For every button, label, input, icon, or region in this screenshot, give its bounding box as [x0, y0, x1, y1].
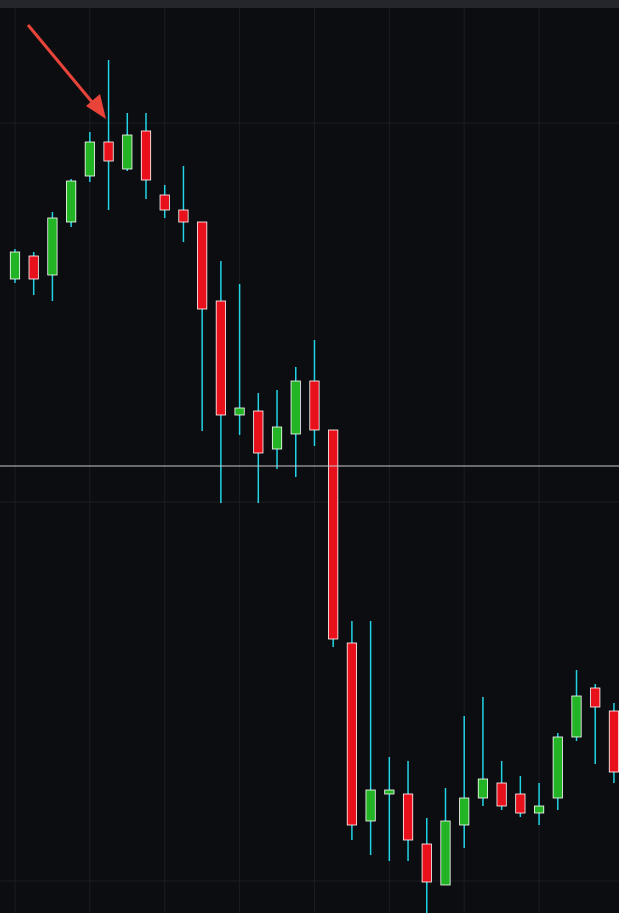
- candle-body: [608, 710, 619, 773]
- candle-body: [346, 642, 357, 826]
- candle-body: [290, 380, 301, 435]
- top-bar: [0, 0, 619, 8]
- candle-body: [215, 300, 226, 416]
- candle-body: [234, 407, 245, 416]
- candle-body: [28, 255, 39, 280]
- arrow-shaft: [26, 24, 99, 109]
- candle-body: [178, 209, 189, 223]
- candle-body: [140, 130, 152, 181]
- candle-body: [365, 789, 376, 822]
- candle-body: [571, 695, 582, 738]
- candle-body: [477, 778, 489, 799]
- candle-body: [122, 134, 133, 170]
- candle-body: [496, 782, 507, 807]
- candles: [9, 60, 619, 913]
- candle-body: [328, 429, 339, 640]
- candle-body: [159, 194, 170, 211]
- candle-body: [459, 797, 470, 826]
- arrow-head: [86, 94, 106, 119]
- candle-body: [440, 820, 451, 886]
- arrow-annotation: [26, 24, 106, 119]
- candle-body: [103, 141, 114, 162]
- candle-body: [515, 793, 526, 814]
- candle-body: [552, 736, 563, 799]
- candle-body: [253, 410, 264, 454]
- candle-body: [421, 843, 432, 883]
- candle-body: [384, 789, 395, 795]
- candle-body: [9, 251, 21, 280]
- candle-body: [84, 141, 95, 177]
- candle-body: [47, 217, 58, 276]
- candle-body: [271, 426, 283, 450]
- candle-body: [309, 380, 320, 431]
- candle-body: [402, 793, 414, 841]
- candle-body: [197, 221, 208, 310]
- candle-body: [590, 687, 601, 708]
- candle-body: [66, 180, 77, 223]
- candle-body: [533, 805, 545, 814]
